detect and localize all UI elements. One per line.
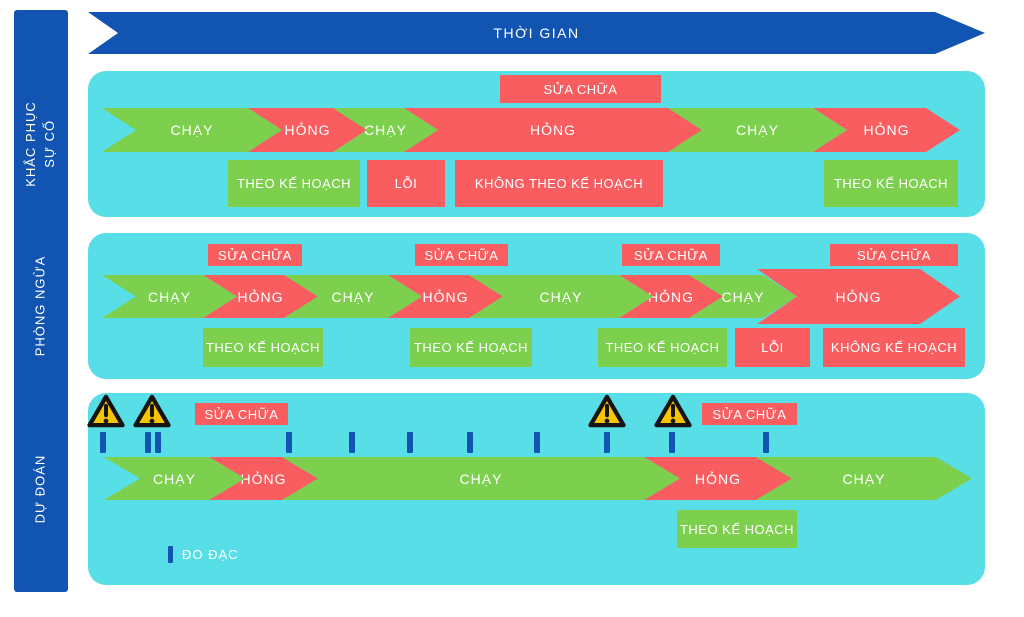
unplanned-label: KHÔNG KẾ HOẠCH [823, 328, 965, 367]
measurement-tick [407, 432, 413, 453]
segment-label: HỎNG [863, 122, 910, 138]
repair-label: SỬA CHỮA [830, 244, 958, 266]
run-segment: CHẠY [282, 457, 680, 500]
timeline-arrow: THỜI GIAN [88, 12, 985, 54]
repair-label: SỬA CHỮA [702, 403, 797, 425]
segment-label: CHẠY [539, 288, 583, 305]
segment-label: CHẠY [170, 122, 214, 138]
fail-segment: HỎNG [404, 108, 702, 152]
segment-label: CHẠY [153, 470, 196, 487]
segment-label: CHẠY [364, 122, 407, 138]
measurement-tick [145, 432, 151, 453]
sidebar-label-corrective: KHẮC PHỤC SỰ CỐ [23, 101, 57, 187]
sidebar [14, 10, 68, 592]
run-segment: CHẠY [756, 457, 972, 500]
unplanned-label: KHÔNG THEO KẾ HOẠCH [455, 160, 663, 207]
repair-label: SỬA CHỮA [195, 403, 288, 425]
segment-label: HỎNG [695, 470, 741, 487]
error-label: LỖI [735, 328, 810, 367]
sidebar-label-preventive: PHÒNG NGỪA [32, 255, 48, 357]
measurement-tick [467, 432, 473, 453]
segment-label: HỎNG [240, 470, 287, 487]
segment-label: HỎNG [835, 288, 882, 305]
sidebar-label-predictive: DỰ ĐOÁN [32, 454, 48, 524]
legend-label: ĐO ĐẠC [182, 546, 239, 562]
segment-label: CHẠY [331, 288, 375, 305]
measurement-tick [155, 432, 161, 453]
measurement-tick [604, 432, 610, 453]
segment-label: HỎNG [284, 122, 331, 138]
segment-label: HỎNG [530, 122, 576, 138]
measurement-tick [286, 432, 292, 453]
planned-label: THEO KẾ HOẠCH [824, 160, 958, 207]
measurement-tick [100, 432, 106, 453]
legend: ĐO ĐẠC [168, 545, 239, 563]
warning-icon [133, 394, 171, 428]
segment-label: CHẠY [721, 288, 765, 305]
error-label: LỖI [367, 160, 445, 207]
measurement-tick-icon [168, 545, 173, 563]
planned-label: THEO KẾ HOẠCH [228, 160, 360, 207]
planned-label: THEO KẾ HOẠCH [677, 510, 797, 548]
planned-label: THEO KẾ HOẠCH [203, 328, 323, 367]
warning-icon [654, 394, 692, 428]
segment-label: HỎNG [648, 288, 694, 305]
repair-label: SỬA CHỮA [500, 75, 661, 103]
repair-label: SỬA CHỮA [208, 244, 302, 266]
warning-icon [588, 394, 626, 428]
planned-label: THEO KẾ HOẠCH [598, 328, 727, 367]
repair-label: SỬA CHỮA [415, 244, 508, 266]
segment-label: CHẠY [459, 470, 503, 487]
measurement-tick [763, 432, 769, 453]
timeline-label: THỜI GIAN [493, 25, 580, 41]
segment-label: CHẠY [736, 122, 779, 138]
warning-icon [87, 394, 125, 428]
measurement-tick [349, 432, 355, 453]
repair-label: SỬA CHỮA [622, 244, 720, 266]
segment-label: HỎNG [422, 288, 469, 305]
segment-label: CHẠY [148, 288, 191, 305]
measurement-tick [534, 432, 540, 453]
segment-label: HỎNG [237, 288, 284, 305]
measurement-tick [669, 432, 675, 453]
segment-label: CHẠY [842, 470, 886, 487]
planned-label: THEO KẾ HOẠCH [410, 328, 532, 367]
